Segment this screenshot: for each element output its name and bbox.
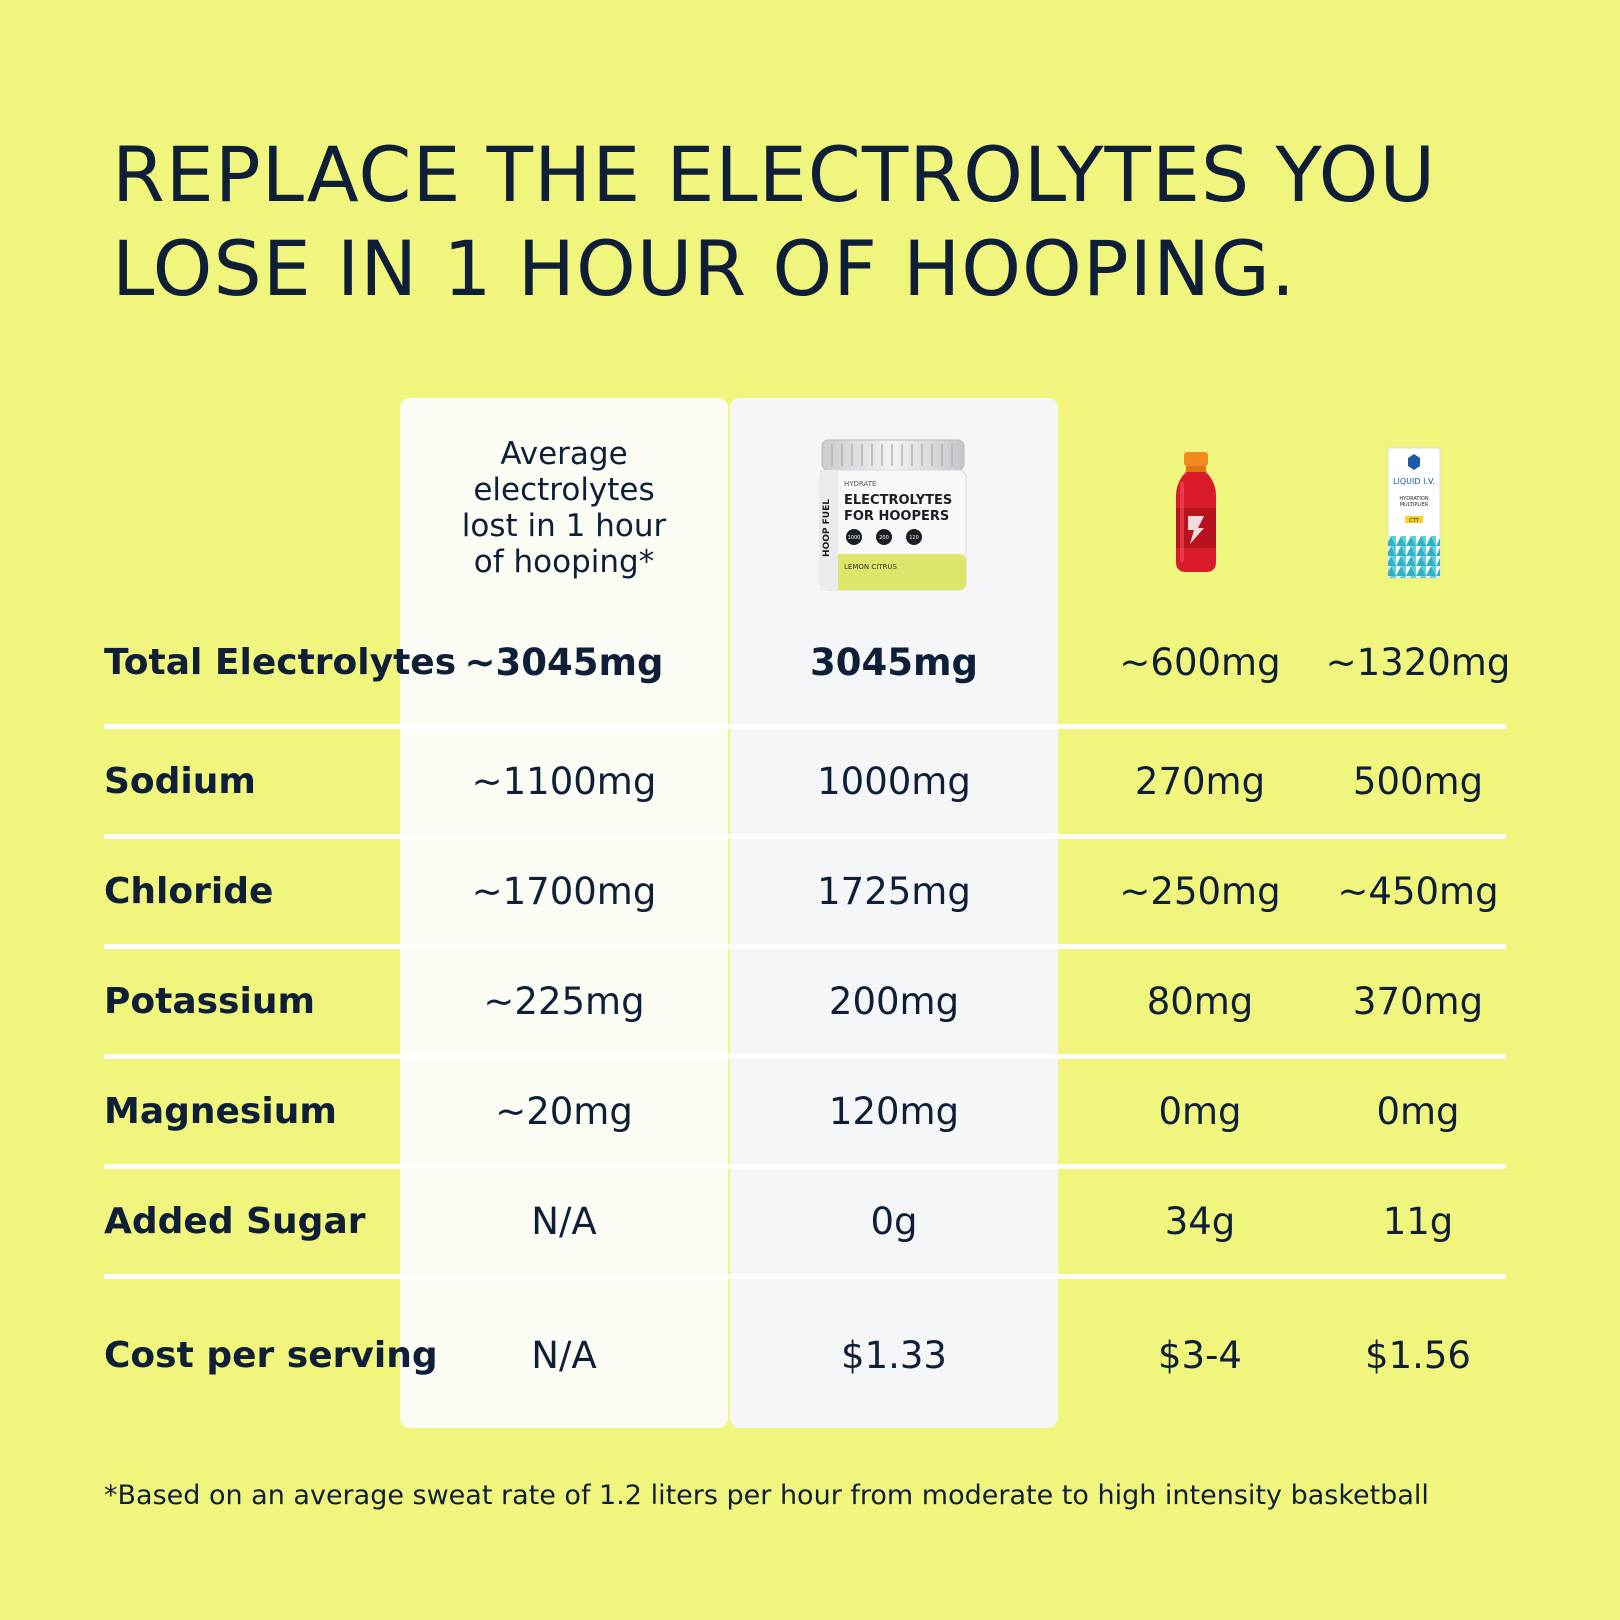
cell-average-magnesium: ~20mg [495,1090,633,1133]
cell-average-added-sugar: N/A [531,1200,597,1243]
footnote: *Based on an average sweat rate of 1.2 l… [104,1480,1429,1511]
row-divider [104,1054,1506,1059]
cell-liquidiv-added-sugar: 11g [1382,1200,1454,1243]
average-header-line: Average [500,436,628,472]
cell-liquidiv-chloride: ~450mg [1337,870,1499,913]
cell-hoopfuel-sodium: 1000mg [817,760,971,803]
cell-gatorade-magnesium: 0mg [1158,1090,1242,1133]
packet-badge: CTT [1409,518,1419,524]
row-label-potassium: Potassium [104,981,315,1022]
row-label-chloride: Chloride [104,871,274,912]
row-label-total-electrolytes: Total Electrolytes [104,641,457,683]
tub-badge: 1000 [848,535,861,541]
cell-liquidiv-potassium: 370mg [1352,980,1484,1023]
sports-drink-bottle-icon [1176,452,1216,572]
cell-gatorade-total-electrolytes: ~600mg [1119,640,1281,684]
packet-brand: LIQUID I.V. [1393,477,1435,486]
row-label-added-sugar: Added Sugar [104,1201,366,1242]
packet-line-2: MULTIPLIER [1400,502,1429,508]
tub-flavor: LEMON CITRUS [844,563,898,571]
electrolytes-tub-icon: HOOP FUEL HYDRATE ELECTROLYTES FOR HOOPE… [819,439,967,591]
cell-average-total-electrolytes: ~3045mg [464,640,664,684]
row-divider [104,1164,1506,1169]
cell-gatorade-cost-per-serving: $3-4 [1158,1333,1242,1377]
row-divider [104,944,1506,949]
cell-average-sodium: ~1100mg [471,760,657,803]
average-header-line: lost in 1 hour [461,508,667,544]
row-divider [104,724,1506,729]
cell-gatorade-chloride: ~250mg [1119,870,1281,913]
cell-hoopfuel-cost-per-serving: $1.33 [841,1333,947,1377]
row-label-cost-per-serving: Cost per serving [104,1334,438,1376]
cell-average-cost-per-serving: N/A [531,1333,597,1377]
row-divider [104,1274,1506,1279]
row-label-sodium: Sodium [104,761,256,802]
tub-badge: 200 [879,535,889,541]
packet-line-1: HYDRATION [1399,496,1428,502]
average-header-line: of hooping* [473,544,655,580]
tub-side-text: HOOP FUEL [822,499,832,557]
average-column-background [400,398,728,1428]
page-headline: REPLACE THE ELECTROLYTES YOU LOSE IN 1 H… [112,128,1532,316]
cell-liquidiv-total-electrolytes: ~1320mg [1325,640,1511,684]
cell-average-potassium: ~225mg [483,980,645,1023]
tub-name-line-2: FOR HOOPERS [844,509,949,524]
cell-liquidiv-magnesium: 0mg [1376,1090,1460,1133]
tub-name-line-1: ELECTROLYTES [844,493,952,508]
tub-badge: 120 [909,535,919,541]
liquid-iv-packet-icon: LIQUID I.V. HYDRATION MULTIPLIER CTT [1387,447,1441,579]
cell-hoopfuel-potassium: 200mg [828,980,960,1023]
cell-gatorade-added-sugar: 34g [1164,1200,1236,1243]
cell-hoopfuel-chloride: 1725mg [817,870,971,913]
tub-brand-tag: HYDRATE [844,480,876,488]
cell-liquidiv-sodium: 500mg [1352,760,1484,803]
cell-average-chloride: ~1700mg [471,870,657,913]
row-label-magnesium: Magnesium [104,1091,337,1132]
average-header-line: electrolytes [473,472,655,508]
headline-line-1: REPLACE THE ELECTROLYTES YOU [112,130,1437,219]
average-column-header: Average electrolytes lost in 1 hour of h… [400,436,728,580]
cell-liquidiv-cost-per-serving: $1.56 [1365,1333,1471,1377]
cell-gatorade-sodium: 270mg [1134,760,1266,803]
cell-hoopfuel-total-electrolytes: 3045mg [809,640,979,684]
row-divider [104,834,1506,839]
cell-hoopfuel-magnesium: 120mg [828,1090,960,1133]
cell-gatorade-potassium: 80mg [1146,980,1254,1023]
cell-hoopfuel-added-sugar: 0g [870,1200,918,1243]
headline-line-2: LOSE IN 1 HOUR OF HOOPING. [112,224,1296,313]
